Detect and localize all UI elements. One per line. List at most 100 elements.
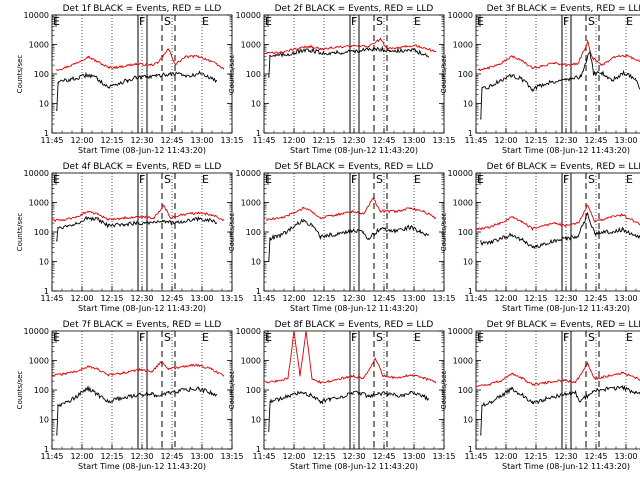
data-point-events [215,222,217,224]
marker-label-f: F [563,173,569,186]
x-tick-label: 12:00 [70,452,93,461]
data-point-lld [607,375,609,377]
data-point-events [499,79,501,82]
y-tick-label: 1 [468,129,473,138]
data-point-events [75,222,77,224]
data-point-events [389,394,391,396]
data-point-lld [363,377,365,379]
data-point-lld [575,381,577,384]
data-point-events [531,402,534,404]
data-point-events [559,79,561,82]
marker-label-e: E [414,15,421,28]
x-tick-label: 11:45 [464,136,487,145]
data-point-events [359,392,361,394]
data-point-events [389,50,391,52]
data-point-events [335,52,337,54]
data-point-lld [587,204,589,206]
data-point-lld [167,48,169,50]
x-tick-label: 13:15 [432,136,455,145]
data-point-events [521,394,523,396]
marker-label-e: E [626,15,633,28]
y-tick-label: 100 [34,70,49,79]
data-point-lld [621,214,624,216]
x-tick-label: 12:45 [372,136,395,145]
x-tick-label: 12:45 [584,136,607,145]
data-point-lld [423,377,425,379]
y-axis-label: Counts/sec [16,213,24,252]
x-tick-label: 12:00 [494,452,517,461]
plot-frame [51,330,233,450]
data-point-events [423,395,425,398]
x-tick-label: 11:45 [464,294,487,303]
data-point-events [591,390,594,392]
x-axis-label: Start Time (08-Jun-12 11:43:20) [290,304,418,313]
data-point-events [395,230,397,232]
data-point-lld [363,213,365,215]
x-tick-label: 13:00 [402,294,425,303]
data-point-lld [265,52,267,55]
y-tick-label: 1000 [453,41,473,50]
data-point-lld [499,380,501,382]
series-line-events [480,51,640,120]
y-tick-label: 100 [458,228,473,237]
x-tick-label: 13:00 [614,136,637,145]
data-point-events [377,392,379,394]
data-point-lld [311,46,313,48]
y-tick-label: 10 [251,258,261,267]
x-tick-label: 12:45 [160,452,183,461]
y-tick-label: 10000 [448,327,473,336]
data-point-events [531,246,534,248]
data-point-lld [335,46,337,49]
x-tick-label: 12:30 [130,294,153,303]
data-point-events [268,260,270,263]
y-axis-label: Counts/sec [16,371,24,410]
y-tick-label: 10 [39,416,49,425]
marker-label-s: S [376,331,383,344]
data-point-lld [107,374,109,376]
x-tick-label: 13:15 [220,294,243,303]
data-point-events [177,72,179,74]
data-point-lld [425,48,427,50]
series-line-lld [266,37,436,55]
data-point-lld [211,368,213,370]
data-point-lld [625,55,627,57]
y-tick-label: 10 [463,416,473,425]
data-point-lld [521,60,523,62]
data-point-events [480,240,482,242]
data-point-events [575,392,577,394]
data-point-events [541,399,543,401]
data-point-lld [367,46,369,48]
x-tick-label: 13:15 [220,136,243,145]
x-tick-label: 12:00 [70,294,93,303]
data-point-lld [63,219,65,221]
data-point-events [135,222,137,224]
data-point-events [351,230,353,232]
marker-label-s: S [588,173,595,186]
y-axis-label: Counts/sec [228,55,236,94]
x-tick-label: 12:00 [494,136,517,145]
data-point-events [511,388,513,390]
marker-label-f: F [351,173,357,186]
data-point-lld [577,62,579,64]
data-point-lld [435,217,437,219]
series-line-lld [266,197,436,221]
data-point-events [293,226,295,228]
data-point-events [379,228,381,230]
marker-label-s: S [164,173,171,186]
x-tick-label: 12:45 [372,452,395,461]
x-tick-label: 12:30 [342,452,365,461]
data-point-events [511,74,513,76]
data-point-events [107,401,109,403]
data-point-events [363,231,365,233]
marker-label-f: F [351,331,357,344]
data-point-events [367,49,369,51]
marker-label-e-start: E [477,15,484,28]
data-point-events [329,234,331,236]
data-point-lld [123,217,125,219]
data-point-lld [157,62,159,64]
data-point-events [623,72,625,74]
data-point-lld [499,222,501,224]
y-tick-label: 1 [256,129,261,138]
data-point-events [183,220,185,222]
panel-det-8: Det 8f BLACK = Events, RED = LLD 1 10 100 10… [228,320,456,471]
